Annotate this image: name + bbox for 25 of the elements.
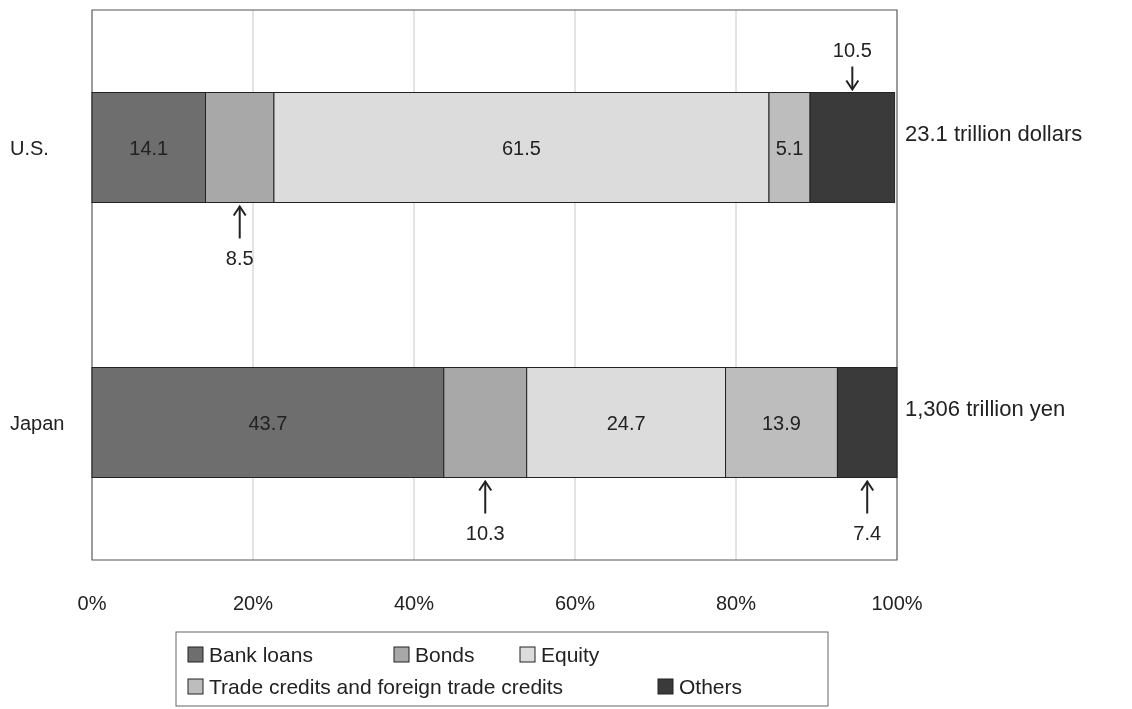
x-tick-label: 40%: [393, 592, 435, 614]
legend-label: Others: [679, 675, 743, 699]
data-label: 10.5: [832, 38, 872, 61]
annotation: 23.1 trillion dollars: [905, 121, 1083, 147]
data-label: 5.1: [775, 136, 804, 159]
x-tick-label: 20%: [232, 592, 274, 614]
legend-label: Bonds: [415, 643, 475, 667]
y-tick-label: U.S.: [10, 136, 49, 159]
data-label: 10.3: [465, 521, 505, 544]
data-label: 43.7: [248, 411, 288, 434]
x-tick-label: 0%: [77, 592, 107, 614]
data-label: 14.1: [129, 136, 169, 159]
x-tick-label: 80%: [715, 592, 757, 614]
data-label: 24.7: [606, 411, 646, 434]
data-label: 7.4: [853, 521, 882, 544]
x-tick-label: 100%: [871, 592, 923, 614]
x-tick-label: 60%: [554, 592, 596, 614]
legend-label: Bank loans: [209, 643, 313, 667]
legend-label: Equity: [541, 643, 600, 667]
data-label: 61.5: [502, 136, 541, 159]
annotation: 1,306 trillion yen: [905, 396, 1066, 422]
data-label: 13.9: [762, 411, 801, 434]
legend-label: Trade credits and foreign trade credits: [209, 675, 564, 699]
data-label: 8.5: [225, 246, 254, 269]
y-tick-label: Japan: [10, 411, 65, 434]
